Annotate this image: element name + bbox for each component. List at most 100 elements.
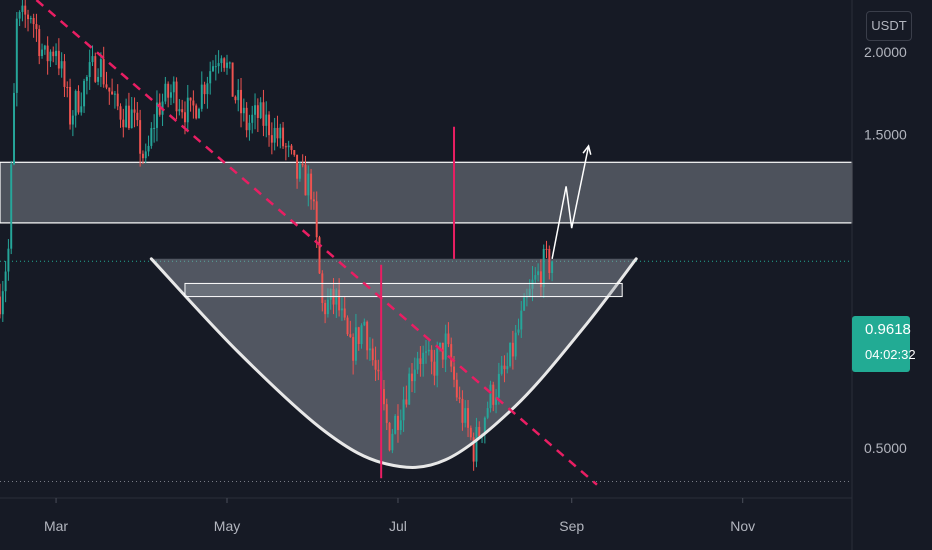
candle	[169, 84, 172, 106]
candle	[444, 324, 447, 373]
candle-body	[60, 61, 63, 69]
candle	[472, 432, 475, 471]
candle	[346, 315, 349, 336]
candle-body	[298, 164, 301, 179]
candle	[111, 78, 114, 95]
candle-body	[326, 299, 329, 315]
candle-body	[318, 237, 321, 274]
candle	[212, 60, 214, 73]
candle-body	[411, 373, 413, 382]
candle	[528, 279, 531, 297]
candle-body	[212, 66, 214, 72]
candle	[200, 71, 203, 112]
candle	[329, 288, 332, 310]
candle	[175, 77, 178, 120]
candle-body	[548, 248, 551, 273]
candle	[520, 301, 523, 338]
candle	[304, 155, 307, 196]
candle	[172, 76, 175, 104]
candle-body	[262, 102, 265, 126]
candle	[405, 385, 408, 408]
candle	[396, 404, 399, 443]
candle-body	[242, 107, 245, 114]
candle	[360, 323, 363, 349]
candle	[256, 98, 259, 132]
candle-body	[133, 109, 136, 113]
candle-body	[329, 289, 332, 300]
candle	[231, 62, 234, 97]
candle	[447, 322, 450, 348]
candle	[108, 87, 111, 105]
candle	[102, 46, 105, 88]
candle	[178, 99, 181, 116]
candle	[113, 90, 116, 109]
candle-body	[228, 62, 231, 64]
cup-rim-line	[149, 257, 638, 469]
candle-body	[346, 317, 349, 335]
candle-body	[186, 97, 189, 123]
candle	[147, 135, 150, 157]
candle	[408, 367, 411, 406]
candle	[139, 109, 142, 167]
candle-body	[217, 63, 220, 67]
candle-body	[94, 56, 97, 82]
candle	[24, 0, 27, 28]
candle	[310, 168, 313, 210]
candle-body	[528, 288, 531, 296]
candle-body	[391, 433, 394, 451]
candle	[539, 259, 542, 297]
candle-body	[464, 408, 467, 423]
candle	[119, 103, 122, 128]
candle-body	[268, 114, 271, 136]
candle	[13, 83, 15, 166]
candle-body	[237, 89, 240, 101]
candle-body	[27, 14, 30, 20]
candle	[7, 239, 10, 281]
candle-body	[4, 271, 7, 292]
candle	[394, 414, 397, 435]
candle	[545, 240, 548, 259]
candle-body	[66, 86, 69, 88]
candle-body	[520, 310, 523, 330]
candle	[315, 191, 318, 248]
currency-unit-badge[interactable]: USDT	[866, 11, 912, 41]
candle	[32, 13, 35, 38]
candle	[265, 101, 268, 138]
candle-body	[453, 366, 456, 380]
candle-body	[136, 112, 139, 121]
candle	[366, 320, 369, 360]
candle-body	[374, 360, 377, 370]
candle-body	[192, 100, 195, 106]
candle-body	[167, 83, 170, 98]
x-tick-label: May	[214, 518, 240, 534]
candle-body	[130, 109, 133, 129]
candle-body	[195, 105, 198, 119]
candle-body	[296, 154, 299, 179]
candle-body	[436, 348, 439, 376]
candle	[419, 346, 422, 377]
candle-body	[91, 56, 94, 63]
candle-body	[234, 96, 237, 101]
candle-body	[531, 279, 534, 289]
candle-body	[500, 365, 503, 374]
candle-body	[492, 384, 495, 405]
candle-body	[245, 107, 248, 131]
candle	[130, 96, 133, 129]
candle	[307, 165, 310, 207]
candle	[374, 346, 377, 381]
candle-body	[119, 106, 122, 120]
candle	[77, 85, 80, 115]
candle-body	[349, 334, 352, 338]
candle-body	[32, 17, 35, 25]
candle	[105, 71, 108, 90]
candle-body	[408, 373, 411, 405]
candle-body	[55, 50, 58, 57]
candle	[492, 381, 495, 412]
candle-series	[0, 0, 554, 471]
projection-arrowhead	[582, 144, 592, 155]
candle-body	[422, 352, 425, 364]
candle-body	[108, 87, 111, 92]
candle-body	[231, 62, 234, 97]
